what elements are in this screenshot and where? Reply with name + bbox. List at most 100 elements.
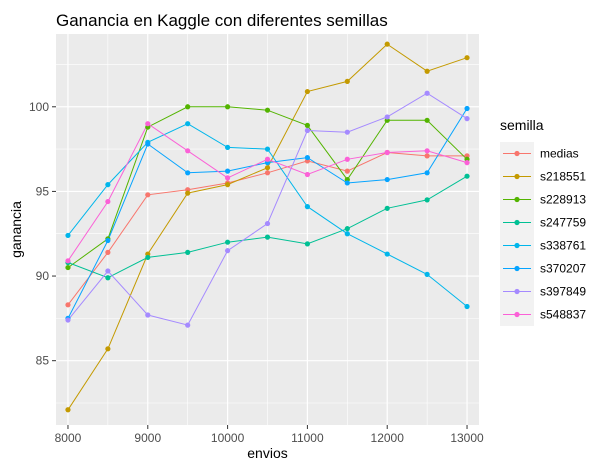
major-gridlines — [56, 34, 479, 425]
data-point-s218551 — [344, 78, 350, 84]
legend-key-point — [514, 242, 520, 249]
legend-label-s370207: s370207 — [540, 262, 586, 276]
data-point-s397849 — [105, 268, 111, 274]
y-axis: 85 90 95 100 — [29, 100, 56, 368]
legend-key-point — [514, 150, 520, 157]
data-point-s218551 — [384, 41, 390, 47]
legend-title: semilla — [500, 117, 544, 133]
y-tick-label: 95 — [36, 184, 50, 198]
x-tick-label: 13000 — [450, 431, 484, 445]
y-tick-label: 100 — [29, 100, 49, 114]
data-point-s370207 — [145, 141, 151, 147]
data-point-s397849 — [224, 248, 231, 254]
data-point-s548837 — [185, 148, 191, 154]
legend-label-s218551: s218551 — [540, 170, 586, 184]
data-point-s338761 — [384, 251, 390, 257]
data-point-s338761 — [224, 144, 231, 151]
data-point-s218551 — [105, 346, 111, 352]
data-point-s397849 — [304, 127, 311, 134]
data-point-s247759 — [344, 226, 350, 232]
legend-key-point — [514, 173, 520, 180]
data-point-s228913 — [304, 122, 311, 129]
data-point-s548837 — [344, 156, 350, 162]
legend-label-s397849: s397849 — [540, 285, 586, 299]
data-point-medias — [65, 302, 71, 308]
data-point-s218551 — [424, 68, 430, 74]
legend-key-point — [514, 219, 520, 226]
data-point-s397849 — [424, 90, 430, 96]
data-point-s370207 — [185, 170, 191, 176]
data-point-s218551 — [185, 190, 191, 196]
data-point-s397849 — [145, 312, 151, 318]
data-point-s247759 — [145, 254, 151, 261]
data-point-s218551 — [65, 407, 71, 413]
data-point-s397849 — [384, 114, 390, 120]
data-point-s218551 — [224, 182, 231, 188]
data-point-s247759 — [105, 275, 111, 281]
data-point-s548837 — [224, 175, 231, 181]
legend-label-medias: medias — [540, 147, 579, 161]
x-tick-label: 10000 — [211, 431, 245, 445]
data-point-s247759 — [224, 239, 231, 245]
x-tick-label: 11000 — [291, 431, 324, 445]
x-tick-label: 9000 — [134, 431, 161, 445]
x-tick-label: 12000 — [371, 431, 405, 445]
x-axis-label: envios — [247, 445, 287, 461]
data-point-s338761 — [185, 121, 191, 127]
data-point-s218551 — [304, 88, 311, 95]
legend-key-point — [514, 265, 520, 272]
data-point-s548837 — [145, 121, 151, 127]
data-point-s397849 — [65, 317, 71, 323]
data-point-s338761 — [344, 231, 350, 237]
data-point-s338761 — [304, 204, 311, 210]
x-axis: 8000 9000 10000 11000 12000 13000 — [55, 425, 484, 445]
data-point-s548837 — [424, 148, 430, 154]
data-point-s548837 — [105, 198, 111, 205]
data-point-medias — [105, 249, 111, 255]
legend-label-s247759: s247759 — [540, 216, 586, 230]
data-point-s397849 — [344, 129, 350, 135]
data-point-s247759 — [264, 234, 271, 240]
series-points — [65, 41, 470, 413]
data-point-s247759 — [185, 249, 191, 255]
data-point-s548837 — [304, 171, 311, 178]
y-tick-label: 90 — [36, 269, 50, 283]
legend-key-point — [514, 196, 520, 203]
data-point-s338761 — [424, 271, 430, 277]
data-point-s247759 — [464, 173, 470, 179]
data-point-s548837 — [464, 160, 470, 166]
chart-title: Ganancia en Kaggle con diferentes semill… — [56, 11, 388, 30]
minor-gridlines — [56, 34, 479, 425]
data-point-s228913 — [224, 104, 231, 110]
data-point-medias — [264, 170, 271, 176]
data-point-s370207 — [384, 176, 390, 183]
data-point-s397849 — [464, 116, 470, 122]
legend-items: medias s218551 s228913 s247759 s338761 s37020… — [500, 142, 586, 326]
data-point-s228913 — [185, 104, 191, 110]
data-point-s338761 — [264, 146, 271, 152]
data-point-s548837 — [264, 156, 271, 162]
data-point-s397849 — [185, 322, 191, 328]
data-point-s338761 — [65, 232, 71, 239]
data-point-s218551 — [264, 165, 271, 171]
data-point-s548837 — [384, 149, 390, 156]
data-point-medias — [344, 168, 350, 174]
data-point-s370207 — [464, 105, 470, 112]
data-point-s338761 — [105, 182, 111, 188]
data-point-s247759 — [424, 197, 430, 203]
legend: semilla medias s218551 s228913 s247759 s3387… — [500, 117, 586, 326]
data-point-medias — [424, 153, 430, 159]
y-tick-label: 85 — [36, 354, 50, 368]
legend-key-point — [514, 311, 520, 318]
data-point-s247759 — [304, 241, 311, 247]
x-tick-label: 8000 — [55, 431, 82, 445]
legend-key-point — [514, 288, 520, 295]
data-point-s548837 — [65, 258, 71, 264]
legend-label-s338761: s338761 — [540, 239, 586, 253]
data-point-s397849 — [264, 220, 271, 227]
data-point-s228913 — [264, 107, 271, 113]
data-point-medias — [145, 192, 151, 198]
data-point-s338761 — [464, 303, 470, 310]
data-point-s370207 — [224, 168, 231, 174]
